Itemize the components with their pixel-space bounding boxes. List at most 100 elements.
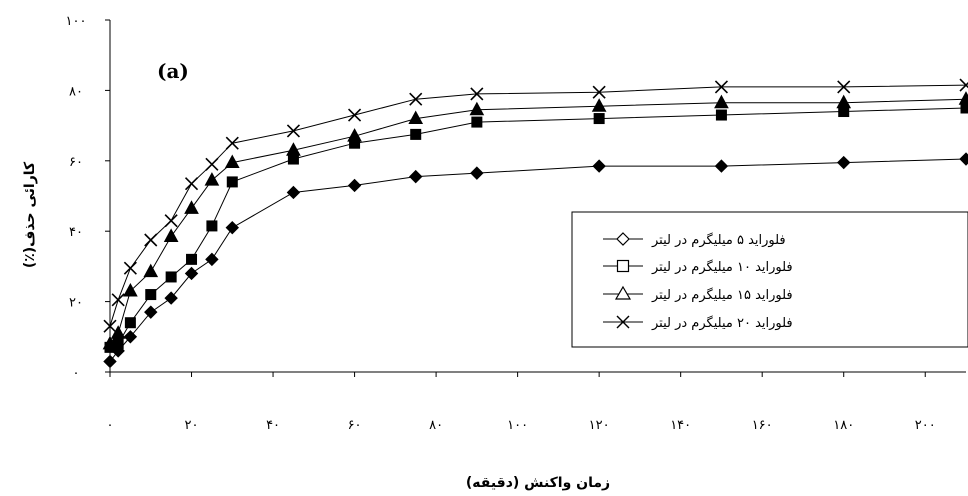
data-point	[123, 282, 138, 297]
data-point	[593, 113, 605, 125]
x-axis-ticks: ۰ ۲۰ ۴۰ ۶۰ ۸۰ ۱۰۰ ۱۲۰ ۱۴۰ ۱۶۰ ۱۸۰ ۲۰۰	[107, 372, 936, 433]
x-tick-label: ۱۲۰	[589, 418, 610, 433]
legend-label: فلوراید ۵ میلیگرم در لیتر	[651, 232, 786, 248]
x-tick-label: ۶۰	[348, 418, 362, 433]
legend-marker	[616, 315, 630, 329]
data-point	[103, 319, 117, 333]
data-point	[347, 128, 362, 142]
series-x	[103, 78, 968, 333]
data-point	[959, 152, 968, 166]
x-tick-label: ۱۴۰	[670, 418, 691, 433]
data-point	[224, 154, 240, 169]
series-line	[109, 158, 967, 362]
data-point	[164, 214, 178, 228]
legend-item: فلوراید ۱۰ میلیگرم در لیتر	[603, 259, 793, 275]
series-triangle	[102, 91, 968, 350]
data-point	[110, 325, 126, 339]
data-point	[165, 271, 177, 283]
legend-item: فلوراید ۲۰ میلیگرم در لیتر	[603, 315, 793, 331]
axes	[109, 20, 966, 373]
x-tick-label: ۱۰۰	[507, 418, 528, 433]
panel-label: (a)	[157, 59, 189, 83]
legend-box	[571, 211, 968, 348]
legend-label: فلوراید ۱۵ میلیگرم در لیتر	[651, 287, 793, 303]
data-point	[409, 92, 423, 106]
data-point	[111, 293, 125, 307]
y-tick-label: ۶۰	[69, 155, 83, 170]
legend-marker	[614, 285, 632, 300]
data-point	[470, 166, 484, 180]
series-line	[109, 107, 967, 348]
data-point	[591, 98, 607, 112]
data-point	[286, 142, 301, 156]
data-point	[206, 220, 218, 232]
data-point	[204, 172, 220, 186]
y-axis-title: کارائی حذف(٪)	[22, 161, 38, 268]
series-square	[104, 102, 968, 353]
legend-item: فلوراید ۱۵ میلیگرم در لیتر	[603, 285, 793, 303]
y-tick-label: ۰	[73, 366, 80, 381]
x-tick-label: ۰	[107, 418, 114, 433]
x-tick-label: ۲۰۰	[915, 418, 936, 433]
data-point	[143, 263, 159, 278]
y-tick-label: ۸۰	[69, 84, 83, 99]
data-point	[205, 252, 219, 267]
series-line	[109, 84, 967, 327]
data-point	[144, 233, 158, 247]
data-point	[592, 85, 606, 99]
data-point	[286, 185, 301, 200]
data-point	[184, 266, 199, 281]
data-point	[714, 94, 729, 109]
data-point	[347, 178, 362, 193]
data-point	[470, 87, 484, 101]
data-point	[958, 91, 968, 105]
legend-marker	[616, 259, 630, 273]
x-tick-label: ۱۸۰	[833, 418, 854, 433]
y-axis-ticks: ۰ ۲۰ ۴۰ ۶۰ ۸۰ ۱۰۰	[66, 14, 110, 381]
data-point	[164, 291, 178, 305]
data-point	[286, 124, 300, 138]
data-point	[163, 228, 179, 242]
data-point	[469, 101, 485, 116]
data-point	[103, 354, 117, 369]
data-point	[123, 330, 138, 344]
legend: فلوراید ۵ میلیگرم در لیتر فلوراید ۱۰ میلی…	[571, 211, 968, 348]
data-point	[408, 110, 424, 125]
y-tick-label: ۱۰۰	[66, 14, 87, 29]
series-layer	[102, 78, 968, 369]
x-tick-label: ۴۰	[266, 418, 280, 433]
data-point	[123, 261, 137, 275]
data-point	[836, 94, 852, 109]
data-point	[837, 155, 851, 170]
data-point	[225, 136, 239, 150]
data-point	[205, 157, 219, 171]
data-point	[715, 109, 727, 121]
data-point	[471, 116, 483, 128]
legend-label: فلوراید ۱۰ میلیگرم در لیتر	[651, 259, 793, 275]
series-diamond	[103, 152, 968, 369]
data-point	[837, 80, 851, 94]
data-point	[592, 159, 606, 173]
legend-label: فلوراید ۲۰ میلیگرم در لیتر	[651, 315, 793, 331]
x-tick-label: ۲۰	[185, 418, 199, 433]
y-tick-label: ۲۰	[69, 296, 83, 311]
x-tick-label: ۸۰	[429, 418, 443, 433]
data-point	[145, 289, 157, 301]
data-point	[184, 200, 199, 214]
data-point	[409, 169, 423, 184]
data-point	[124, 317, 136, 329]
data-point	[410, 128, 422, 140]
data-point	[144, 305, 158, 319]
legend-marker	[616, 232, 630, 246]
y-tick-label: ۴۰	[69, 225, 83, 240]
data-point	[714, 80, 728, 94]
data-point	[348, 108, 362, 122]
data-point	[102, 335, 118, 350]
data-point	[226, 176, 238, 188]
data-point	[184, 177, 199, 191]
data-point	[959, 78, 968, 92]
data-point	[225, 220, 239, 235]
data-point	[714, 159, 729, 173]
series-line	[109, 98, 967, 345]
